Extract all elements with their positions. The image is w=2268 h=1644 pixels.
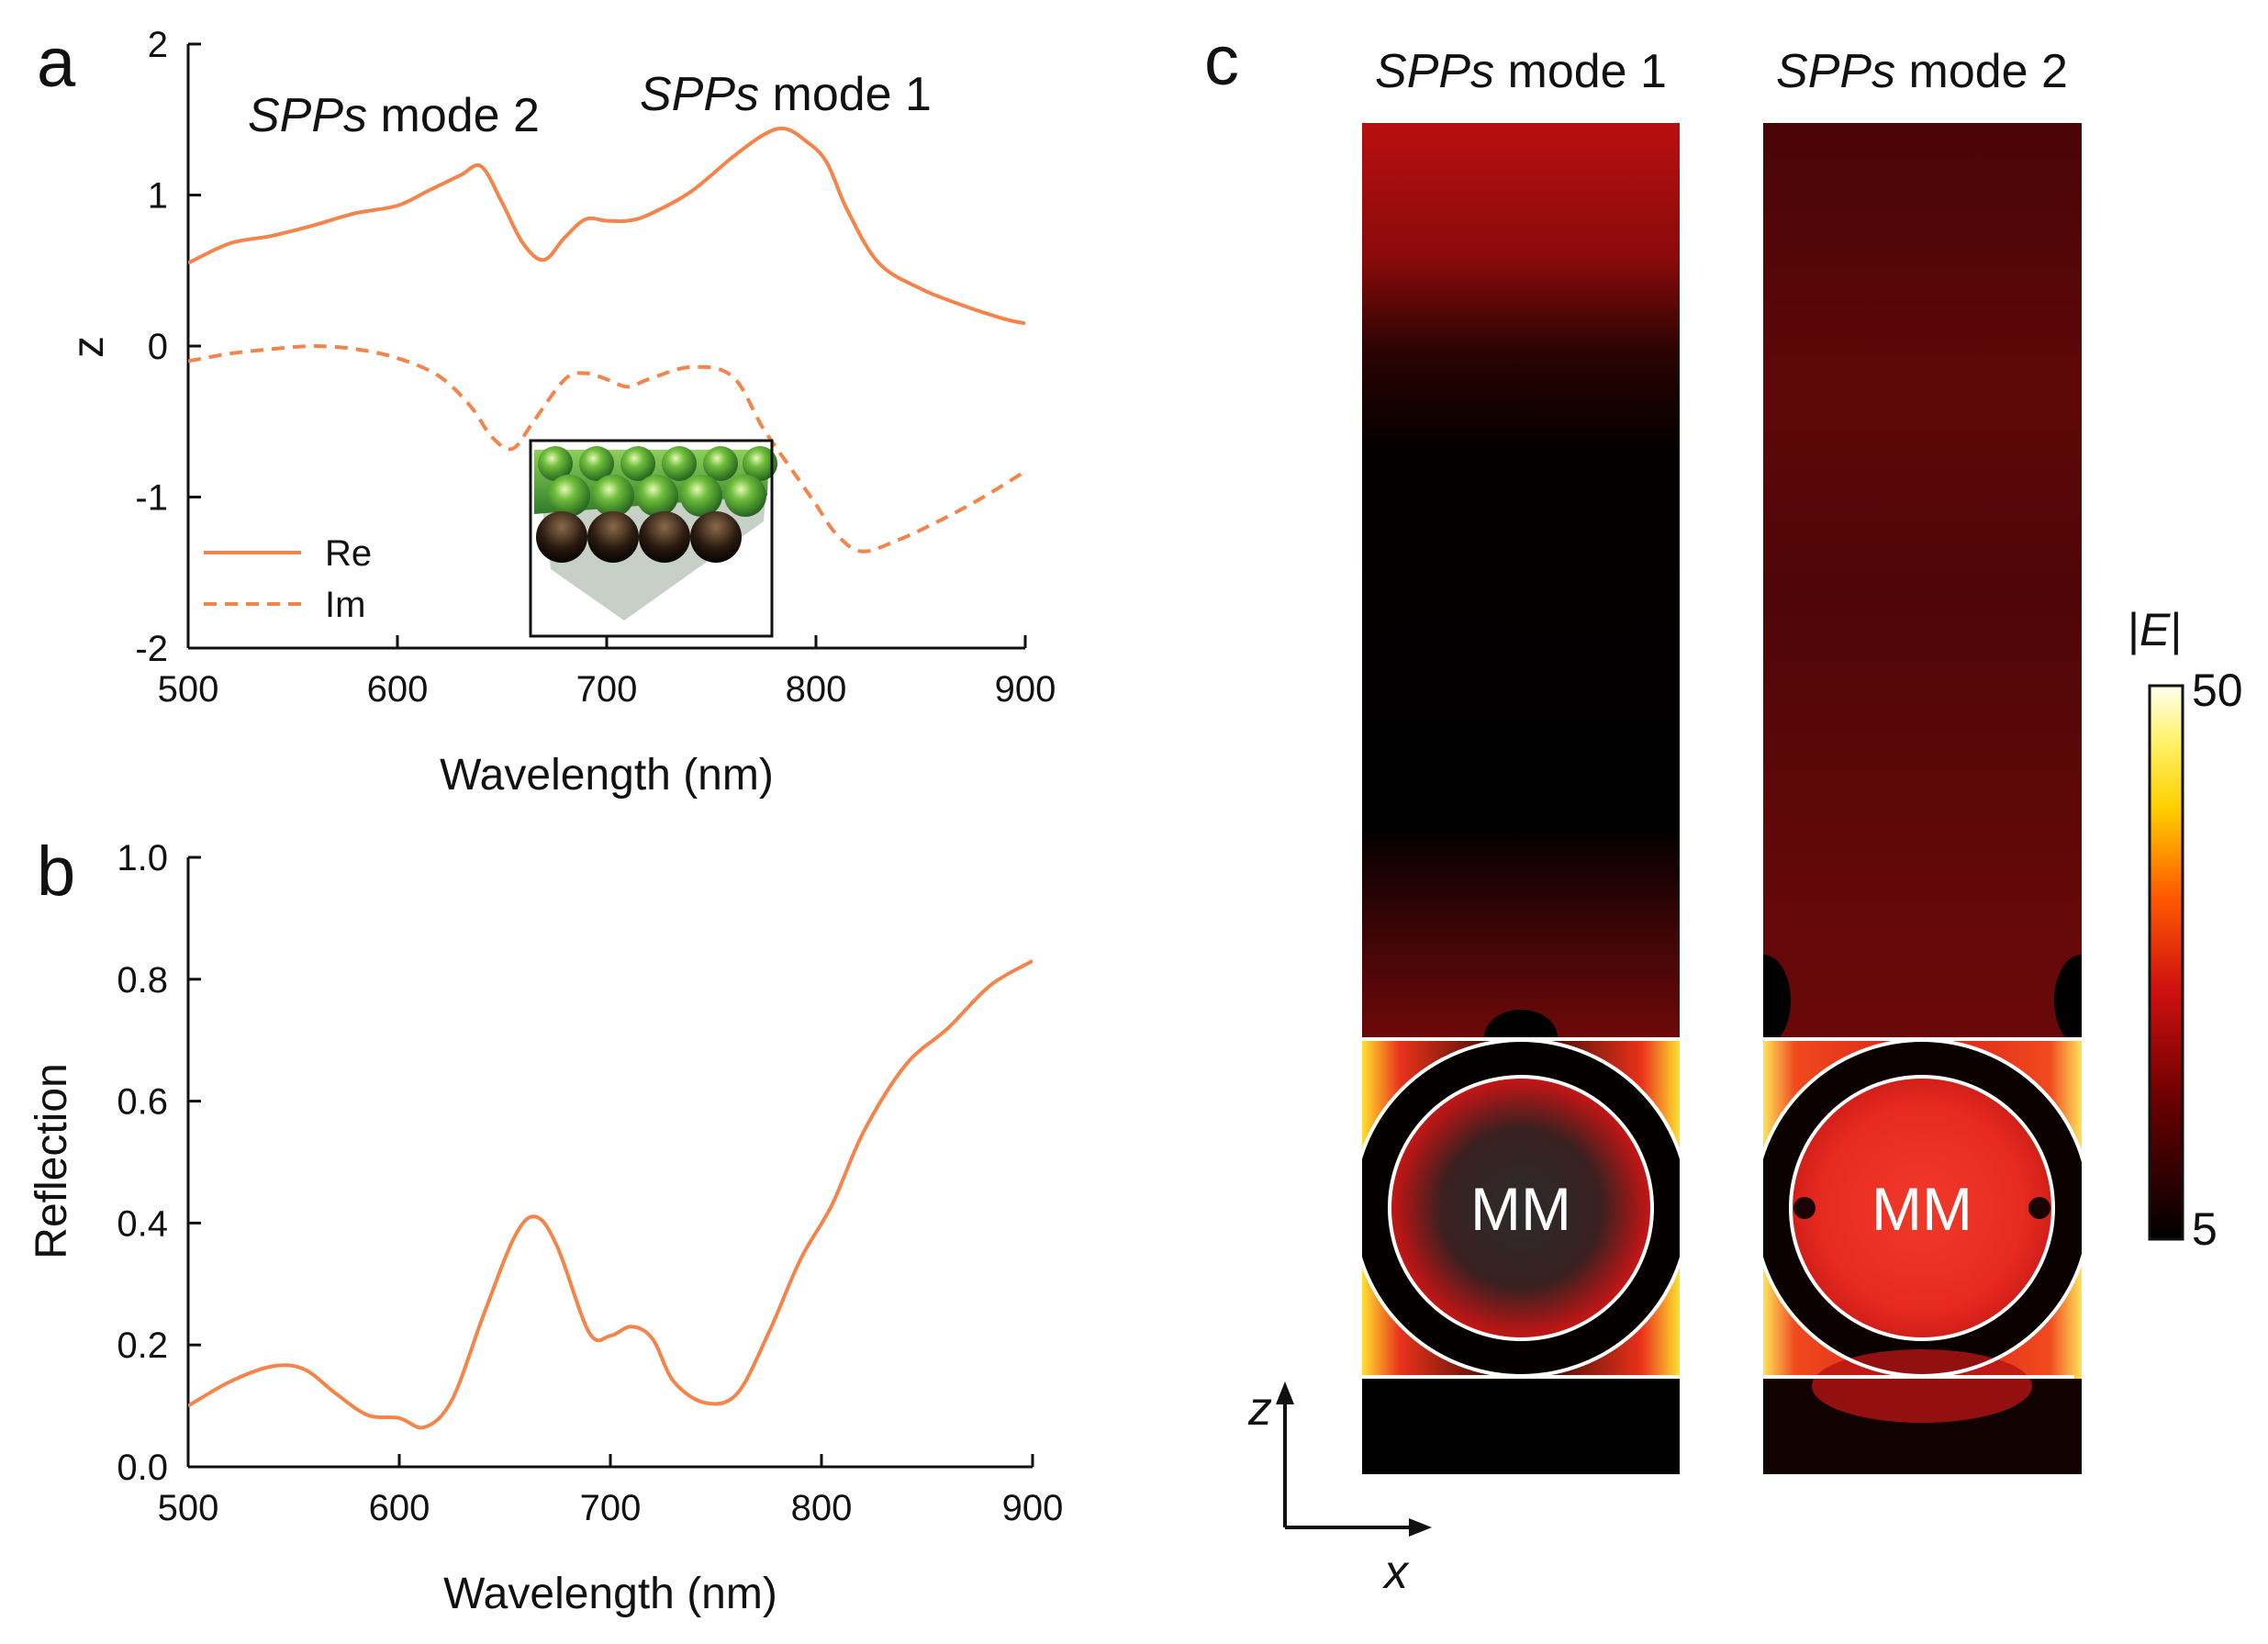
panel-c: c SPPs mode 1 SPPs mode 2 MM xyxy=(1204,22,2243,1599)
inset-bead xyxy=(592,475,634,517)
field-map-mode2-title-italic: SPPs xyxy=(1776,45,1895,98)
inset-bead xyxy=(662,446,697,481)
field-map-mode1-title: SPPs mode 1 xyxy=(1375,45,1667,98)
inset-bead xyxy=(639,511,690,563)
inset-bead xyxy=(536,511,587,563)
mode2-annotation-rest: mode 2 xyxy=(367,89,540,142)
coordinate-axes: z x xyxy=(1247,1381,1432,1599)
y-tick-label: 0.0 xyxy=(117,1448,168,1488)
x-tick-label: 500 xyxy=(158,669,219,710)
x-tick-label: 800 xyxy=(786,669,847,710)
x-axis-label: x xyxy=(1381,1546,1410,1599)
inset-bead xyxy=(538,446,573,481)
panel-a-x-ticks: 500 600 700 800 900 xyxy=(158,635,1056,710)
field-map-mode1: MM xyxy=(1362,123,1680,1474)
y-tick-label: -1 xyxy=(135,478,168,519)
inset-bead xyxy=(680,475,722,517)
panel-b-x-title: Wavelength (nm) xyxy=(443,1570,777,1618)
x-tick-label: 700 xyxy=(576,669,638,710)
y-tick-label: 2 xyxy=(148,25,168,65)
inset-bead xyxy=(579,446,614,481)
field-map-mode2-title: SPPs mode 2 xyxy=(1776,45,2068,98)
colorbar-min: 5 xyxy=(2192,1203,2218,1255)
y-tick-label: 0.4 xyxy=(117,1203,168,1244)
mode2-annotation: SPPs mode 2 xyxy=(248,89,540,142)
y-tick-label: 1.0 xyxy=(117,838,168,878)
legend: Re Im xyxy=(204,533,372,625)
panel-a-x-title: Wavelength (nm) xyxy=(440,751,774,800)
y-tick-label: 0 xyxy=(148,327,168,367)
x-tick-label: 500 xyxy=(158,1488,219,1528)
colorbar: |E| 50 5 xyxy=(2128,604,2243,1255)
x-axis-arrowhead xyxy=(1409,1518,1432,1537)
panel-a-y-ticks: 2 1 0 -1 -2 xyxy=(135,25,201,669)
panel-b: b 1.0 0.8 0.6 0.4 0.2 0.0 500 600 700 800 900 Ref… xyxy=(28,833,1063,1618)
colorbar-title: |E| xyxy=(2128,604,2182,655)
y-tick-label: 0.8 xyxy=(117,960,168,1001)
colorbar-max: 50 xyxy=(2192,665,2243,716)
panel-b-y-ticks: 1.0 0.8 0.6 0.4 0.2 0.0 xyxy=(117,838,201,1488)
inset-bead xyxy=(703,446,738,481)
field-map-mode2: MM xyxy=(1763,123,2082,1474)
x-tick-label: 900 xyxy=(995,669,1056,710)
y-tick-label: 0.2 xyxy=(117,1325,168,1366)
panel-b-letter: b xyxy=(37,833,75,911)
z-axis-arrowhead xyxy=(1276,1381,1294,1404)
y-tick-label: -2 xyxy=(135,629,168,669)
inset-bead-array-image xyxy=(529,439,777,638)
panel-a: a 2 1 0 -1 -2 500 600 700 800 900 z Wavelength (… xyxy=(37,24,1056,800)
inset-bead xyxy=(620,446,655,481)
legend-im-label: Im xyxy=(325,585,365,625)
colorbar-title-italic: E xyxy=(2140,604,2171,655)
field-map-mode1-title-rest: mode 1 xyxy=(1494,45,1667,98)
inset-bead xyxy=(548,475,590,517)
mode1-annotation-italic: SPPs xyxy=(640,68,759,121)
mm-label-mode2: MM xyxy=(1871,1175,1972,1243)
x-tick-label: 800 xyxy=(791,1488,853,1528)
z-axis-label: z xyxy=(1247,1382,1272,1436)
colorbar-title-prefix: | xyxy=(2128,604,2140,655)
mode1-annotation: SPPs mode 1 xyxy=(640,68,932,121)
field-map-mode2-title-rest: mode 2 xyxy=(1895,45,2068,98)
x-tick-label: 600 xyxy=(369,1488,430,1528)
inset-bead xyxy=(636,475,678,517)
y-tick-label: 1 xyxy=(148,176,168,217)
panel-b-x-ticks: 500 600 700 800 900 xyxy=(158,1454,1064,1528)
inset-bead xyxy=(724,475,766,517)
series-im-line xyxy=(188,343,1025,554)
colorbar-gradient xyxy=(2148,684,2184,1241)
mm-label-mode1: MM xyxy=(1470,1175,1571,1243)
panel-a-y-title: z xyxy=(64,336,113,358)
y-tick-label: 0.6 xyxy=(117,1082,168,1123)
mode1-annotation-rest: mode 1 xyxy=(759,68,932,121)
mode2-annotation-italic: SPPs xyxy=(248,89,367,142)
inset-bead xyxy=(587,511,639,563)
panel-b-y-title: Reflection xyxy=(28,1063,76,1258)
series-re-line xyxy=(188,126,1025,326)
inset-bead xyxy=(743,446,777,481)
x-tick-label: 600 xyxy=(367,669,429,710)
panel-a-letter: a xyxy=(37,24,76,102)
panel-c-letter: c xyxy=(1204,22,1239,100)
x-tick-label: 900 xyxy=(1002,1488,1064,1528)
x-tick-label: 700 xyxy=(580,1488,642,1528)
colorbar-title-suffix: | xyxy=(2170,604,2182,655)
legend-re-label: Re xyxy=(325,533,372,574)
reflection-line xyxy=(188,959,1033,1430)
inset-bead xyxy=(690,511,742,563)
field-map-mode1-title-italic: SPPs xyxy=(1375,45,1494,98)
